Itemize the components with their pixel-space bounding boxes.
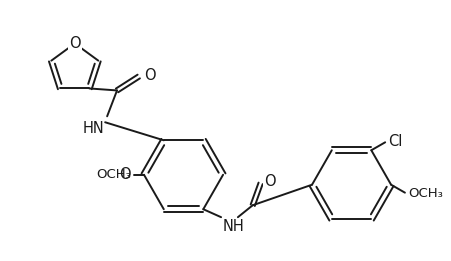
Text: O: O xyxy=(264,174,276,189)
Text: O: O xyxy=(119,167,131,182)
Text: O: O xyxy=(143,68,155,83)
Text: Cl: Cl xyxy=(387,134,401,149)
Text: OCH₃: OCH₃ xyxy=(96,168,131,181)
Text: OCH₃: OCH₃ xyxy=(407,187,442,200)
Text: NH: NH xyxy=(223,219,244,234)
Text: HN: HN xyxy=(82,121,104,136)
Text: O: O xyxy=(69,36,80,51)
